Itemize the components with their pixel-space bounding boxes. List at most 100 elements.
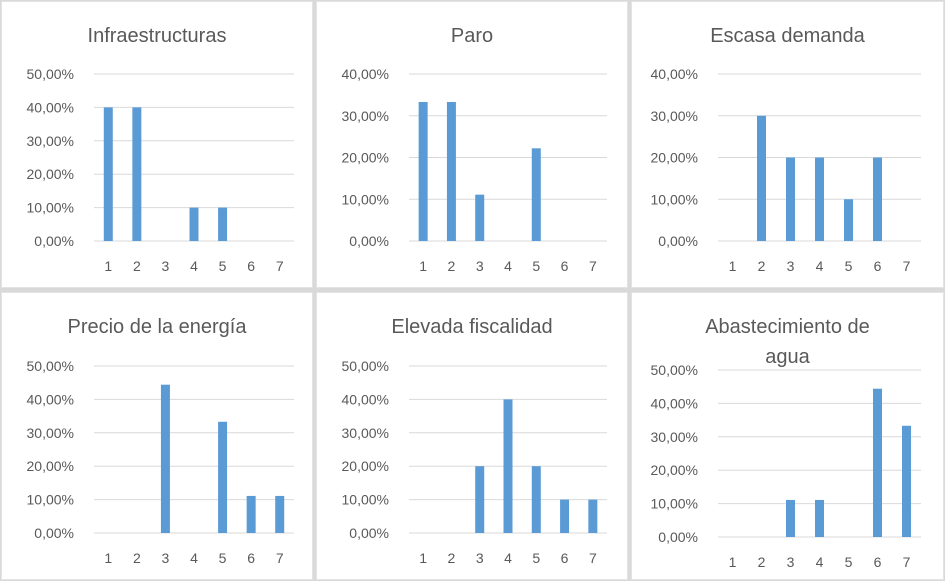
y-tick-label: 40,00% — [342, 391, 389, 407]
x-tick-label: 4 — [190, 550, 198, 566]
bar-6 — [873, 388, 882, 537]
bar-4 — [815, 157, 824, 241]
x-tick-label: 6 — [561, 258, 569, 274]
y-tick-label: 20,00% — [27, 166, 74, 182]
y-tick-label: 0,00% — [34, 525, 74, 541]
chart-5: Elevada fiscalidad 0,00% 10,00% 20,00% 30,00… — [342, 316, 607, 566]
bar-4 — [815, 499, 824, 537]
x-tick-label: 7 — [903, 258, 911, 274]
x-tick-label: 7 — [589, 258, 597, 274]
bar-6 — [873, 157, 882, 241]
x-tick-label: 2 — [758, 258, 766, 274]
bar-5 — [218, 207, 228, 241]
bar-5 — [218, 421, 228, 533]
bar-3 — [475, 466, 485, 533]
chart-panel-5: Elevada fiscalidad 0,00% 10,00% 20,00% 30,00… — [316, 292, 628, 580]
x-tick-label: 2 — [133, 258, 141, 274]
bar-2 — [132, 107, 142, 242]
bar-6 — [560, 499, 570, 533]
bar-4 — [503, 399, 513, 533]
x-tick-label: 7 — [276, 550, 284, 566]
bar-7 — [275, 495, 285, 533]
bar-7 — [902, 425, 911, 537]
y-tick-label: 0,00% — [349, 525, 389, 541]
chart-title: agua — [765, 346, 810, 368]
chart-title: Elevada fiscalidad — [391, 316, 552, 338]
y-tick-label: 50,00% — [27, 66, 74, 82]
bar-5 — [531, 148, 541, 241]
x-tick-label: 1 — [104, 258, 112, 274]
x-tick-label: 4 — [816, 554, 824, 570]
y-tick-label: 50,00% — [342, 358, 389, 374]
bar-1 — [418, 101, 428, 241]
x-tick-label: 5 — [219, 550, 227, 566]
x-tick-label: 3 — [476, 550, 484, 566]
bar-3 — [475, 194, 485, 241]
y-tick-label: 0,00% — [658, 529, 698, 545]
x-tick-label: 7 — [903, 554, 911, 570]
x-tick-label: 7 — [589, 550, 597, 566]
y-tick-label: 10,00% — [27, 492, 74, 508]
chart-6: Abastecimiento de agua 0,00% 10,00% 20,00% 30… — [651, 316, 921, 570]
x-tick-label: 5 — [532, 550, 540, 566]
bar-1 — [103, 107, 113, 242]
x-tick-label: 3 — [162, 258, 170, 274]
x-tick-label: 6 — [874, 554, 882, 570]
x-tick-label: 2 — [448, 550, 456, 566]
y-tick-label: 0,00% — [34, 233, 74, 249]
y-tick-label: 40,00% — [342, 66, 389, 82]
y-tick-label: 30,00% — [342, 108, 389, 124]
chart-title: Escasa demanda — [710, 25, 865, 47]
y-tick-label: 10,00% — [342, 492, 389, 508]
y-tick-label: 20,00% — [27, 458, 74, 474]
y-tick-label: 40,00% — [27, 391, 74, 407]
chart-1: Infraestructuras 0,00% 10,00% 20,00% 30,00% 4… — [27, 25, 294, 274]
x-tick-label: 6 — [874, 258, 882, 274]
bar-2 — [446, 101, 456, 241]
chart-3: Escasa demanda 0,00% 10,00% 20,00% 30,00% 40,… — [651, 25, 921, 274]
chart-title: Abastecimiento de — [705, 316, 870, 338]
bar-3 — [160, 384, 170, 533]
y-tick-label: 50,00% — [27, 358, 74, 374]
y-tick-label: 10,00% — [27, 200, 74, 216]
y-tick-label: 40,00% — [651, 66, 698, 82]
chart-2: Paro 0,00% 10,00% 20,00% 30,00% 40,00% 1 2 3 4 5 6 7 — [342, 25, 607, 274]
y-tick-label: 40,00% — [651, 395, 698, 411]
x-tick-label: 2 — [448, 258, 456, 274]
y-tick-label: 30,00% — [27, 133, 74, 149]
chart-panel-4: Precio de la energía 0,00% 10,00% 20,00% 30,… — [1, 292, 313, 580]
x-tick-label: 2 — [758, 554, 766, 570]
x-tick-label: 5 — [219, 258, 227, 274]
bar-5 — [844, 199, 853, 241]
y-tick-label: 30,00% — [651, 108, 698, 124]
x-tick-label: 4 — [504, 258, 512, 274]
y-tick-label: 20,00% — [342, 458, 389, 474]
y-tick-label: 0,00% — [658, 233, 698, 249]
y-tick-label: 10,00% — [651, 191, 698, 207]
y-tick-label: 20,00% — [651, 462, 698, 478]
y-tick-label: 40,00% — [27, 99, 74, 115]
chart-title: Paro — [451, 25, 493, 47]
y-tick-label: 30,00% — [342, 425, 389, 441]
bar-5 — [531, 466, 541, 533]
x-tick-label: 5 — [532, 258, 540, 274]
chart-panel-6: Abastecimiento de agua 0,00% 10,00% 20,00% 30… — [631, 292, 944, 580]
chart-panel-1: Infraestructuras 0,00% 10,00% 20,00% 30,00% 4… — [1, 1, 313, 288]
y-tick-label: 10,00% — [651, 496, 698, 512]
x-tick-label: 7 — [276, 258, 284, 274]
y-tick-label: 20,00% — [651, 150, 698, 166]
x-tick-label: 4 — [190, 258, 198, 274]
bar-6 — [246, 495, 256, 533]
x-tick-label: 1 — [729, 258, 737, 274]
bar-7 — [588, 499, 598, 533]
x-tick-label: 2 — [133, 550, 141, 566]
x-tick-label: 3 — [787, 258, 795, 274]
x-tick-label: 1 — [104, 550, 112, 566]
x-tick-label: 1 — [419, 258, 427, 274]
y-tick-label: 50,00% — [651, 362, 698, 378]
x-tick-label: 3 — [162, 550, 170, 566]
chart-title: Infraestructuras — [88, 25, 227, 47]
x-tick-label: 4 — [816, 258, 824, 274]
bar-3 — [786, 157, 795, 241]
